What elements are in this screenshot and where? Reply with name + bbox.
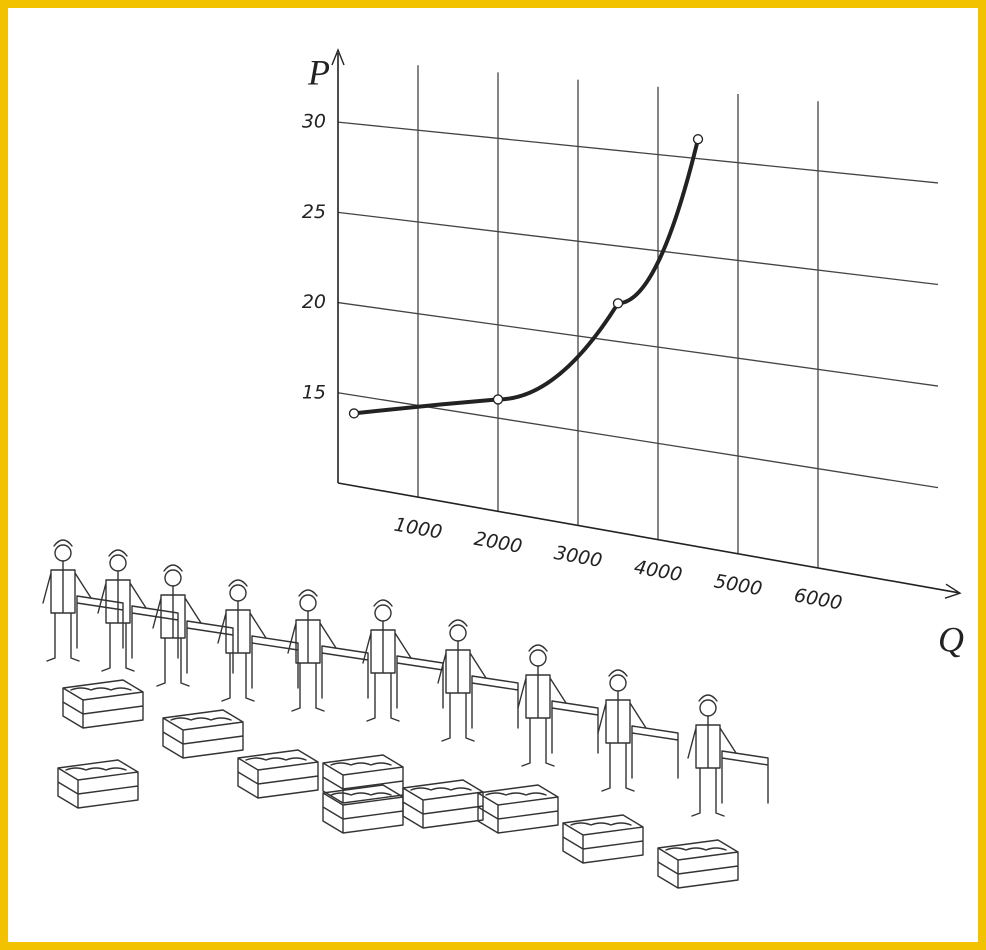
x-tick-label: 1000 (392, 514, 443, 544)
axes: 15 20 25 30 1000 2000 3000 4000 5000 6000 (302, 50, 960, 614)
x-axis-label: Q (938, 619, 964, 659)
line (354, 139, 698, 413)
x-tick-label: 4000 (632, 556, 683, 586)
illustration (43, 540, 768, 888)
y-axis-label: P (307, 52, 330, 92)
x-tick-label: 5000 (712, 570, 763, 600)
x-tick-label: 6000 (792, 584, 843, 614)
point (494, 395, 503, 404)
y-tick-label: 30 (302, 111, 326, 133)
grid-line (338, 122, 938, 183)
y-tick-label: 20 (302, 291, 326, 313)
point (694, 135, 703, 144)
chart: 15 20 25 30 1000 2000 3000 4000 5000 6000 P Q (8, 8, 978, 942)
y-tick-label: 15 (302, 381, 326, 403)
point (614, 299, 623, 308)
page: 15 20 25 30 1000 2000 3000 4000 5000 6000 P Q (8, 8, 978, 942)
y-tick-label: 25 (302, 201, 326, 223)
x-tick-label: 2000 (472, 528, 523, 558)
grid-line (338, 212, 938, 284)
grid-line (338, 303, 938, 387)
point (350, 409, 359, 418)
x-tick-label: 3000 (552, 542, 603, 572)
